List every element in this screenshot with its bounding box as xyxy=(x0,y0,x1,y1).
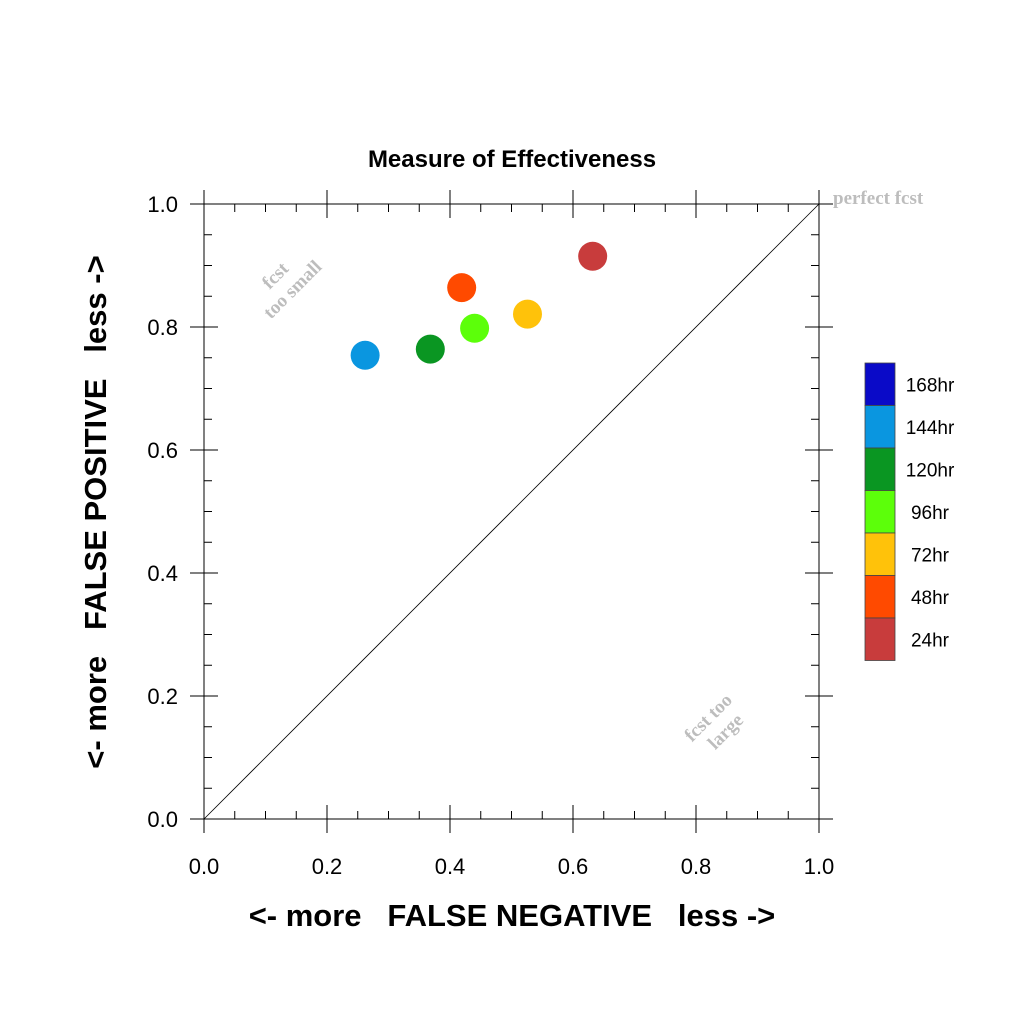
legend-label-168hr: 168hr xyxy=(906,375,955,396)
y-tick-label: 1.0 xyxy=(147,192,178,217)
data-point-96hr xyxy=(460,313,490,343)
legend-label-48hr: 48hr xyxy=(911,588,950,609)
legend-swatch-96hr xyxy=(864,490,896,534)
y-tick-label: 0.6 xyxy=(147,438,178,463)
y-tick-labels: 0.0 0.2 0.4 0.6 0.8 1.0 xyxy=(147,192,178,832)
legend-swatch-144hr xyxy=(864,405,896,449)
x-tick-label: 0.8 xyxy=(681,854,712,879)
annotation-fcst-too-large: fcst too large xyxy=(681,687,756,762)
data-point-120hr xyxy=(415,334,445,364)
legend-label-72hr: 72hr xyxy=(911,545,950,566)
chart-title: Measure of Effectiveness xyxy=(368,146,656,173)
axis-ticks xyxy=(190,190,833,833)
legend-swatch-72hr xyxy=(864,532,896,576)
legend-swatch-168hr xyxy=(864,362,896,406)
legend-label-24hr: 24hr xyxy=(911,630,950,651)
data-point-72hr xyxy=(512,299,542,329)
legend-label-120hr: 120hr xyxy=(906,460,955,481)
data-point-144hr xyxy=(350,340,380,370)
perfect-forecast-diagonal xyxy=(203,203,820,820)
annotation-perfect-fcst: perfect fcst xyxy=(833,188,924,209)
y-tick-label: 0.4 xyxy=(147,561,178,586)
y-tick-label: 0.8 xyxy=(147,315,178,340)
y-axis-label: <- more FALSE POSITIVE less -> xyxy=(78,255,113,768)
x-tick-label: 0.0 xyxy=(189,854,220,879)
legend-label-144hr: 144hr xyxy=(906,418,955,439)
legend-swatch-24hr xyxy=(864,617,896,661)
y-tick-label: 0.2 xyxy=(147,684,178,709)
x-tick-labels: 0.0 0.2 0.4 0.6 0.8 1.0 xyxy=(189,854,835,879)
x-tick-label: 1.0 xyxy=(804,854,835,879)
x-tick-label: 0.6 xyxy=(558,854,589,879)
data-point-48hr xyxy=(447,273,477,303)
x-axis-label: <- more FALSE NEGATIVE less -> xyxy=(249,898,776,933)
data-points xyxy=(350,241,608,370)
x-tick-label: 0.4 xyxy=(435,854,466,879)
x-tick-label: 0.2 xyxy=(312,854,343,879)
legend-swatch-48hr xyxy=(864,575,896,619)
y-tick-label: 0.0 xyxy=(147,807,178,832)
legend: 168hr 144hr 120hr 96hr 72hr 48hr 24hr xyxy=(864,362,955,661)
data-point-24hr xyxy=(578,241,608,271)
annotation-fcst-too-small: fcst too small xyxy=(244,241,326,323)
legend-swatch-120hr xyxy=(864,447,896,491)
legend-label-96hr: 96hr xyxy=(911,503,950,524)
